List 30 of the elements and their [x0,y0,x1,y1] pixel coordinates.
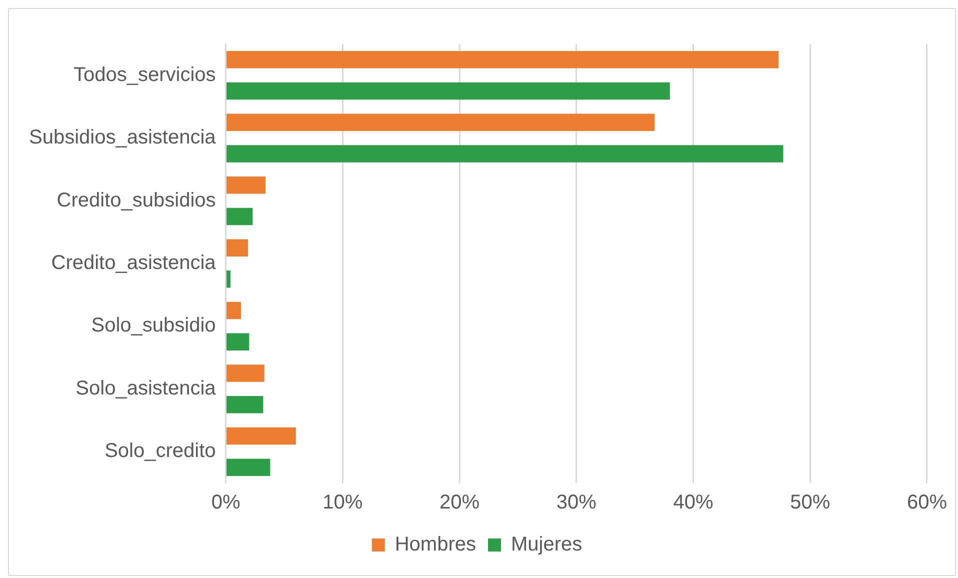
bar [226,302,241,320]
legend-label: Mujeres [511,534,582,556]
bar [226,145,784,162]
bar [226,208,253,226]
y-tick-label: Credito_subsidios [56,189,216,212]
legend-label: Hombres [394,534,476,556]
bar [226,364,264,382]
bar [226,176,266,194]
bar [226,396,264,414]
bar [226,427,296,445]
y-tick-label: Credito_asistencia [51,252,217,274]
x-tick-label: 60% [906,492,948,514]
x-tick-label: 30% [556,492,597,514]
bar [226,458,270,476]
bar [226,333,250,351]
bar [226,270,230,288]
x-tick-label: 0% [211,492,240,514]
y-tick-label: Solo_credito [104,440,216,462]
x-tick-label: 10% [322,492,363,514]
y-tick-label: Solo_subsidio [91,314,216,337]
y-tick-label: Subsidios_asistencia [28,126,217,149]
x-tick-label: 40% [673,492,714,514]
bar [226,114,655,132]
x-tick-label: 50% [790,492,830,514]
bar [226,51,779,68]
bar [226,239,248,256]
x-tick-label: 20% [440,492,480,514]
bar [226,82,670,100]
y-tick-label: Todos_servicios [73,64,216,86]
y-tick-label: Solo_asistencia [76,377,217,400]
